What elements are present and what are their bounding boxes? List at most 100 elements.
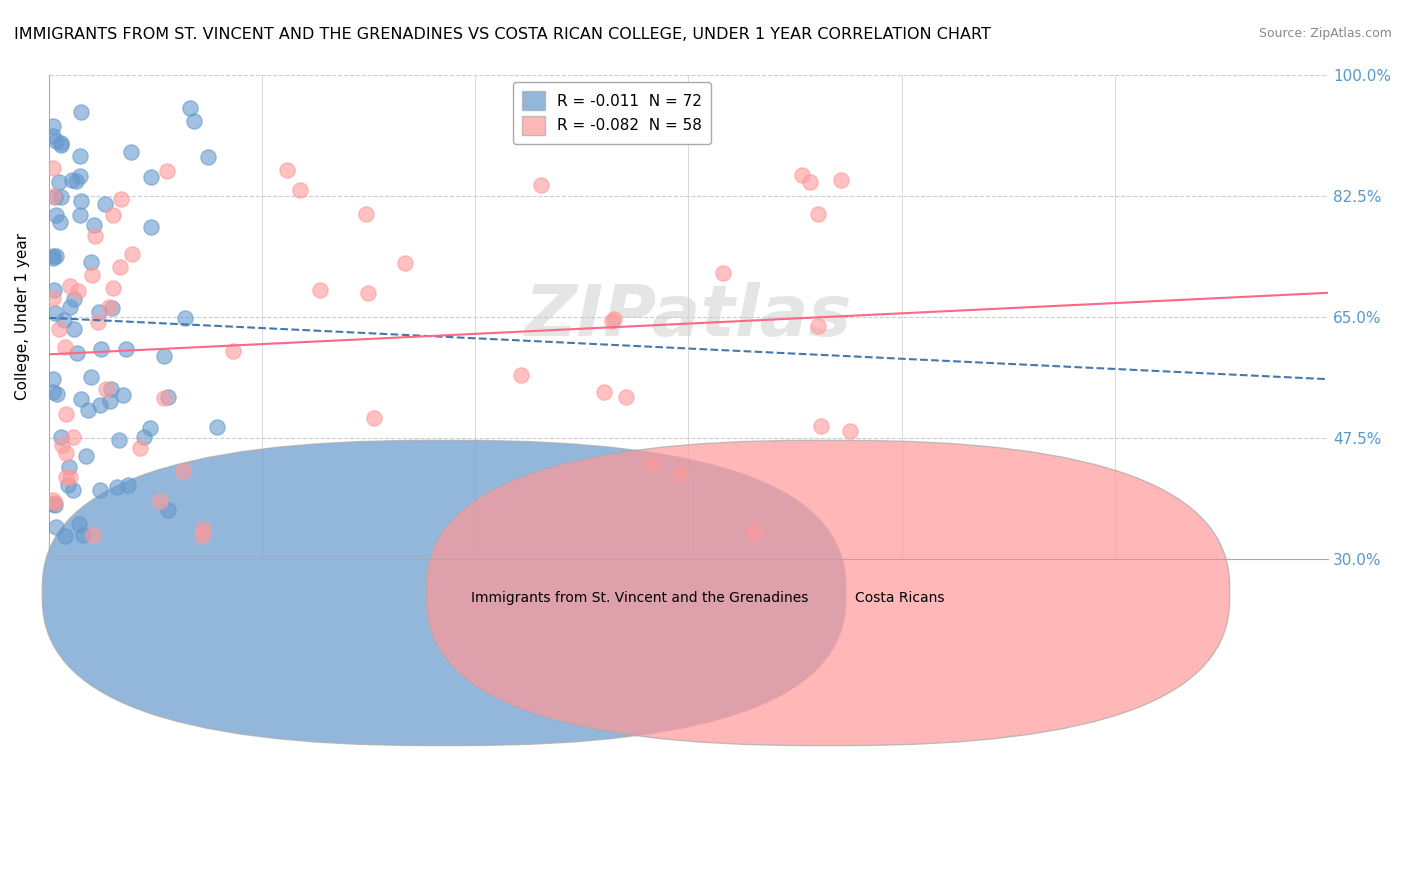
Point — [55, 408, 77, 422]
Point — [810, 419, 832, 434]
Point — [55, 470, 77, 484]
Point — [48, 322, 70, 336]
Point — [112, 388, 135, 402]
Point — [839, 425, 862, 439]
Point — [290, 183, 312, 197]
Point — [44, 306, 66, 320]
FancyBboxPatch shape — [42, 441, 846, 746]
Point — [70, 104, 93, 119]
Point — [49, 430, 72, 444]
Point — [69, 149, 91, 163]
Point — [94, 196, 117, 211]
Point — [42, 384, 65, 399]
Text: ZIPatlas: ZIPatlas — [524, 282, 852, 351]
Point — [139, 219, 162, 234]
Point — [117, 478, 139, 492]
Point — [394, 256, 416, 270]
FancyBboxPatch shape — [426, 441, 1230, 746]
Point — [80, 268, 103, 282]
Point — [56, 478, 79, 492]
Point — [83, 218, 105, 232]
Point — [62, 293, 84, 307]
Y-axis label: College, Under 1 year: College, Under 1 year — [15, 233, 30, 401]
Point — [77, 403, 100, 417]
Point — [58, 459, 80, 474]
Point — [42, 161, 65, 175]
Point — [711, 266, 734, 280]
Point — [807, 206, 830, 220]
Point — [101, 301, 124, 316]
Text: Costa Ricans: Costa Ricans — [855, 591, 945, 605]
Point — [94, 382, 117, 396]
Point — [83, 228, 105, 243]
Point — [509, 368, 531, 383]
Point — [80, 370, 103, 384]
Point — [59, 469, 82, 483]
Point — [51, 438, 73, 452]
Point — [62, 483, 84, 498]
Point — [139, 421, 162, 435]
Point — [179, 101, 201, 115]
Point — [67, 517, 90, 532]
Point — [82, 528, 104, 542]
Point — [42, 129, 65, 144]
Point — [152, 350, 174, 364]
Point — [121, 247, 143, 261]
Text: Source: ZipAtlas.com: Source: ZipAtlas.com — [1258, 27, 1392, 40]
Point — [53, 529, 76, 543]
Point — [668, 467, 690, 481]
Point — [42, 283, 65, 297]
Point — [101, 281, 124, 295]
Point — [45, 387, 67, 401]
Point — [80, 255, 103, 269]
Point — [48, 175, 70, 189]
Point — [53, 312, 76, 326]
Point — [593, 384, 616, 399]
Point — [100, 382, 122, 396]
Point — [65, 173, 87, 187]
Point — [174, 311, 197, 326]
Point — [75, 449, 97, 463]
Point — [89, 398, 111, 412]
Point — [51, 136, 73, 150]
Point — [69, 208, 91, 222]
Legend: R = -0.011  N = 72, R = -0.082  N = 58: R = -0.011 N = 72, R = -0.082 N = 58 — [513, 82, 711, 144]
Text: Immigrants from St. Vincent and the Grenadines: Immigrants from St. Vincent and the Gren… — [471, 591, 808, 605]
Text: IMMIGRANTS FROM ST. VINCENT AND THE GRENADINES VS COSTA RICAN COLLEGE, UNDER 1 Y: IMMIGRANTS FROM ST. VINCENT AND THE GREN… — [14, 27, 991, 42]
Point — [49, 190, 72, 204]
Point — [156, 391, 179, 405]
Point — [42, 492, 65, 507]
Point — [42, 120, 65, 134]
Point — [66, 346, 89, 360]
Point — [105, 480, 128, 494]
Point — [98, 393, 121, 408]
Point — [49, 215, 72, 229]
Point — [141, 169, 163, 184]
Point — [45, 520, 67, 534]
Point — [134, 430, 156, 444]
Point — [110, 192, 132, 206]
Point — [276, 163, 298, 178]
Point — [42, 372, 65, 386]
Point — [357, 285, 380, 300]
Point — [60, 173, 83, 187]
Point — [45, 249, 67, 263]
Point — [70, 194, 93, 209]
Point — [87, 315, 110, 329]
Point — [600, 314, 623, 328]
Point — [309, 283, 332, 297]
Point — [614, 390, 637, 404]
Point — [49, 138, 72, 153]
Point — [67, 284, 90, 298]
Point — [44, 499, 66, 513]
Point — [53, 340, 76, 354]
Point — [42, 291, 65, 305]
Point — [792, 168, 814, 182]
Point — [42, 251, 65, 265]
Point — [363, 410, 385, 425]
Point — [90, 342, 112, 356]
Point — [807, 319, 830, 334]
Point — [190, 529, 212, 543]
Point — [72, 528, 94, 542]
Point — [191, 522, 214, 536]
